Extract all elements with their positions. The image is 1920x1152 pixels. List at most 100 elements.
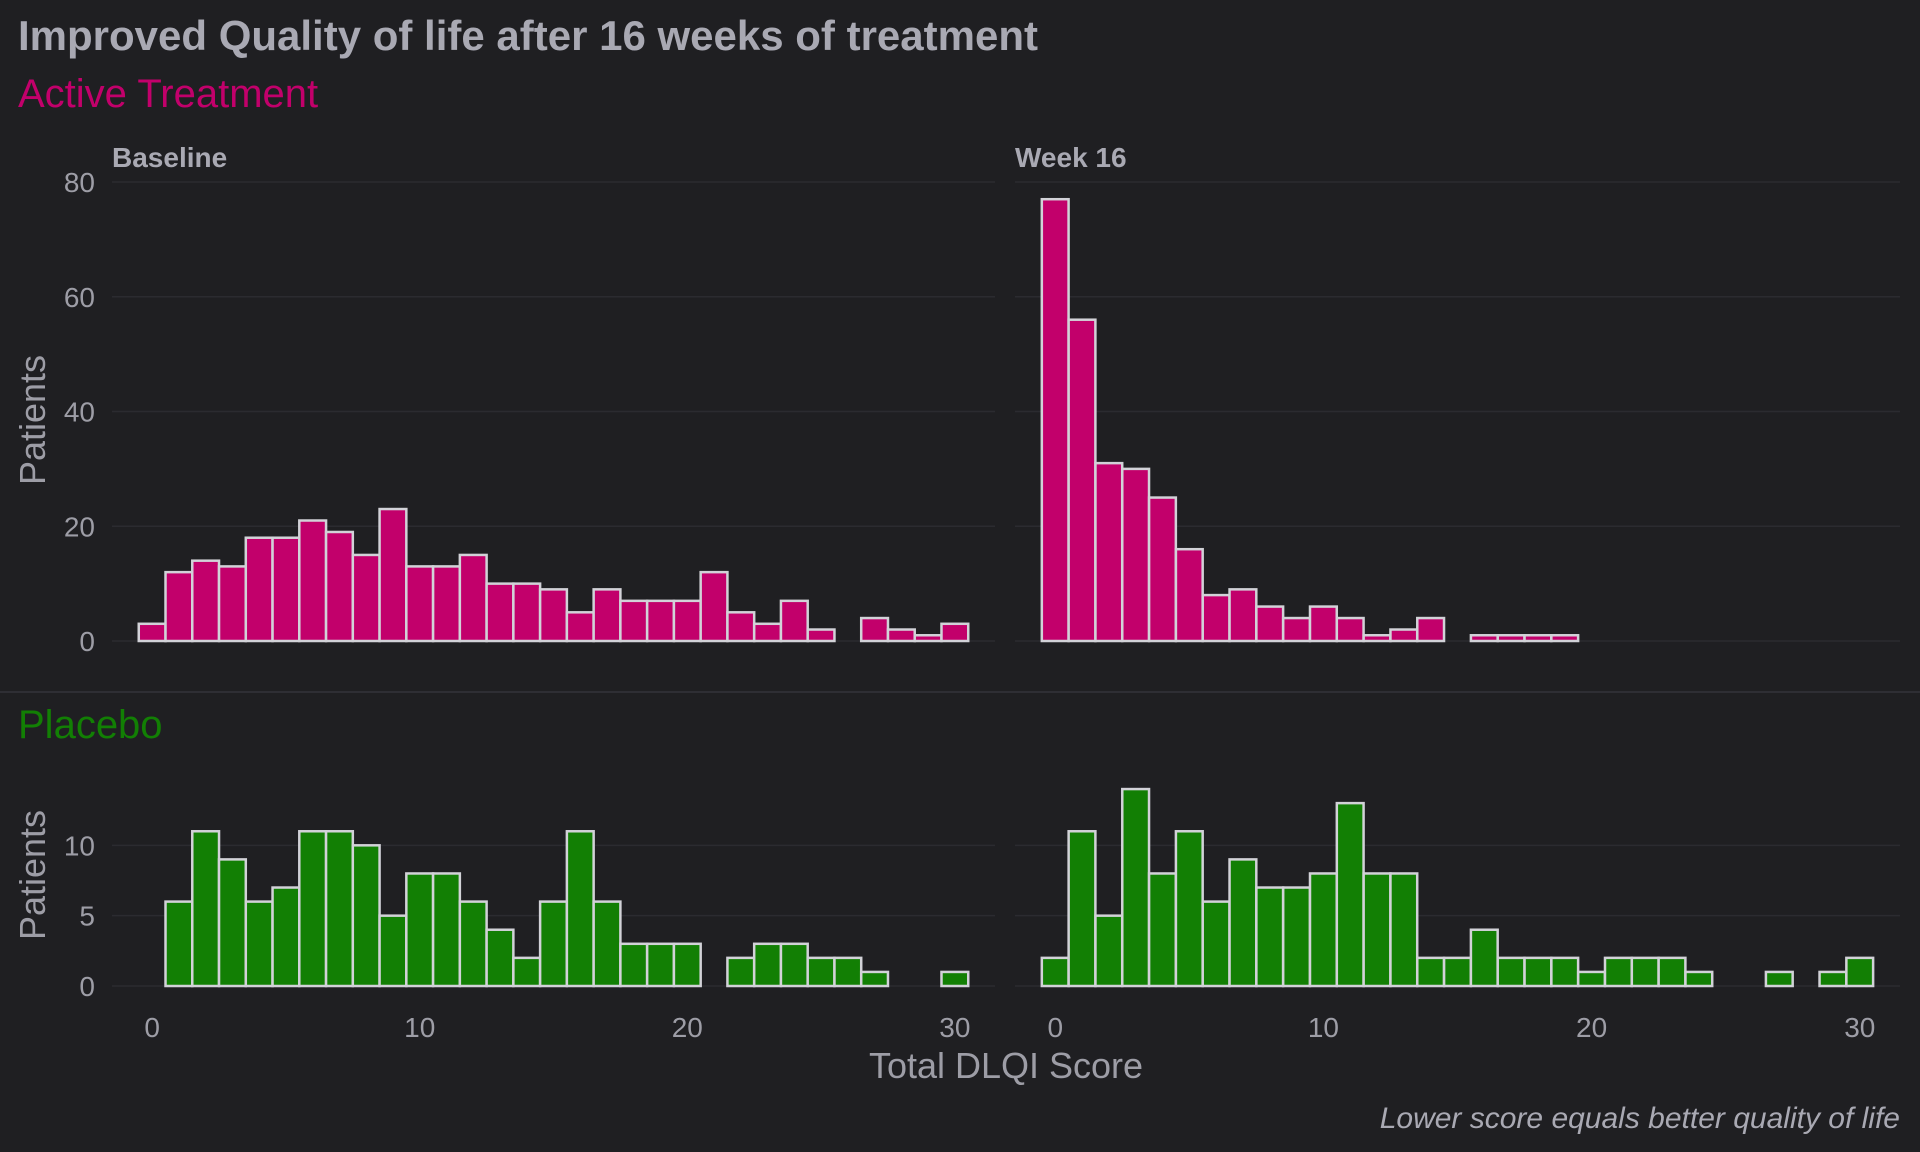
bar-0-0-6	[298, 519, 328, 643]
bar-0-1-17	[1496, 634, 1526, 643]
bar-1-0-14	[512, 956, 542, 988]
bar-1-0-12	[458, 900, 488, 988]
bar-1-0-11	[431, 872, 462, 988]
bar-0-1-9	[1281, 616, 1312, 643]
y-tick-label-1-0: 0	[79, 971, 95, 1002]
chart-caption: Lower score equals better quality of lif…	[1380, 1102, 1900, 1135]
bar-0-0-12	[458, 553, 488, 643]
x-tick-label-1-0: 0	[1047, 1012, 1063, 1043]
y-tick-label-0-3: 60	[64, 282, 95, 313]
bar-0-1-11	[1335, 616, 1365, 643]
x-axis-label: Total DLQI Score	[869, 1045, 1143, 1086]
facet-label-0: Baseline	[112, 142, 227, 173]
bar-0-1-10	[1308, 605, 1339, 643]
bar-1-1-3	[1121, 787, 1151, 988]
bar-1-1-18	[1523, 956, 1553, 988]
bar-0-0-14	[512, 582, 542, 643]
bar-0-0-11	[431, 565, 462, 643]
y-tick-label-0-4: 80	[64, 167, 95, 198]
bar-0-1-13	[1389, 628, 1419, 643]
bar-0-0-15	[538, 588, 569, 643]
bar-1-1-19	[1550, 956, 1580, 988]
chart-title: Improved Quality of life after 16 weeks …	[18, 12, 1038, 59]
bar-1-0-7	[324, 830, 355, 988]
bar-1-1-21	[1603, 956, 1634, 988]
bar-1-1-2	[1094, 914, 1124, 988]
bar-0-0-22	[726, 611, 756, 643]
x-tick-label-1-2: 20	[1576, 1012, 1607, 1043]
bar-0-0-16	[565, 611, 595, 643]
bar-0-1-14	[1416, 616, 1446, 643]
bar-0-1-3	[1121, 467, 1151, 643]
x-tick-label-0-3: 30	[939, 1012, 970, 1043]
x-tick-label-0-1: 10	[404, 1012, 435, 1043]
facet-label-1: Week 16	[1015, 142, 1127, 173]
bar-1-0-23	[752, 942, 783, 988]
bar-0-1-1	[1067, 318, 1097, 643]
x-tick-label-0-2: 20	[672, 1012, 703, 1043]
bar-1-0-17	[592, 900, 622, 988]
bar-1-0-26	[833, 956, 863, 988]
plot-layer: Active Treatment Patients 0 20 40 60 80 Placebo…	[0, 72, 1920, 1086]
bar-0-1-6	[1201, 593, 1231, 643]
bar-1-0-1	[164, 900, 194, 988]
y-axis-label-1: Patients	[12, 810, 53, 940]
bar-1-1-8	[1255, 886, 1285, 988]
bar-1-0-5	[271, 886, 301, 988]
bar-0-0-7	[324, 530, 355, 643]
bar-1-0-16	[565, 830, 595, 988]
bar-0-0-5	[271, 536, 301, 643]
bar-0-0-10	[405, 565, 435, 643]
bar-1-0-24	[779, 942, 809, 988]
y-tick-label-1-1: 5	[79, 901, 95, 932]
bar-0-1-12	[1362, 634, 1392, 643]
y-axis-label-0: Patients	[12, 355, 53, 485]
bar-0-0-25	[806, 628, 836, 643]
bar-1-1-6	[1201, 900, 1231, 988]
y-tick-label-0-0: 0	[79, 626, 95, 657]
bar-1-1-27	[1764, 970, 1794, 988]
bar-1-0-4	[244, 900, 274, 988]
y-tick-label-1-2: 10	[64, 830, 95, 861]
bar-1-0-27	[859, 970, 890, 988]
bar-0-1-18	[1523, 634, 1553, 643]
bar-0-0-29	[913, 634, 943, 643]
bar-1-0-20	[672, 942, 702, 988]
bar-0-1-16	[1469, 634, 1499, 643]
bar-0-0-17	[592, 588, 622, 643]
bar-1-0-13	[485, 928, 515, 988]
bar-0-0-1	[164, 570, 194, 643]
bar-0-0-21	[699, 570, 729, 643]
bar-0-0-0	[137, 622, 167, 643]
group-title-0: Active Treatment	[18, 72, 318, 116]
bar-1-1-12	[1362, 872, 1392, 988]
bar-1-1-30	[1845, 956, 1875, 988]
bar-0-1-4	[1147, 496, 1178, 643]
y-tick-label-0-2: 40	[64, 397, 95, 428]
bar-0-0-20	[672, 599, 702, 643]
bar-0-0-4	[244, 536, 274, 643]
bar-0-0-13	[485, 582, 515, 643]
bar-1-0-18	[619, 942, 649, 988]
bar-1-1-9	[1281, 886, 1312, 988]
bar-0-0-2	[191, 559, 221, 643]
bar-0-0-24	[779, 599, 809, 643]
bar-0-1-7	[1228, 588, 1258, 643]
bar-1-1-16	[1469, 928, 1499, 988]
x-tick-label-1-1: 10	[1308, 1012, 1339, 1043]
bar-1-0-6	[298, 830, 328, 988]
bar-1-1-0	[1040, 956, 1070, 988]
bar-0-0-19	[645, 599, 676, 643]
bar-1-1-15	[1442, 956, 1473, 988]
bar-1-1-7	[1228, 858, 1258, 988]
bar-1-1-20	[1576, 970, 1607, 988]
bar-0-1-2	[1094, 461, 1124, 643]
bar-1-1-24	[1684, 970, 1714, 988]
bar-1-1-17	[1496, 956, 1526, 988]
bar-1-1-22	[1630, 956, 1660, 988]
bar-1-0-3	[217, 858, 248, 988]
bar-1-0-30	[940, 970, 970, 988]
bar-1-1-23	[1657, 956, 1687, 988]
bar-1-1-14	[1416, 956, 1446, 988]
bar-0-0-3	[217, 565, 248, 643]
